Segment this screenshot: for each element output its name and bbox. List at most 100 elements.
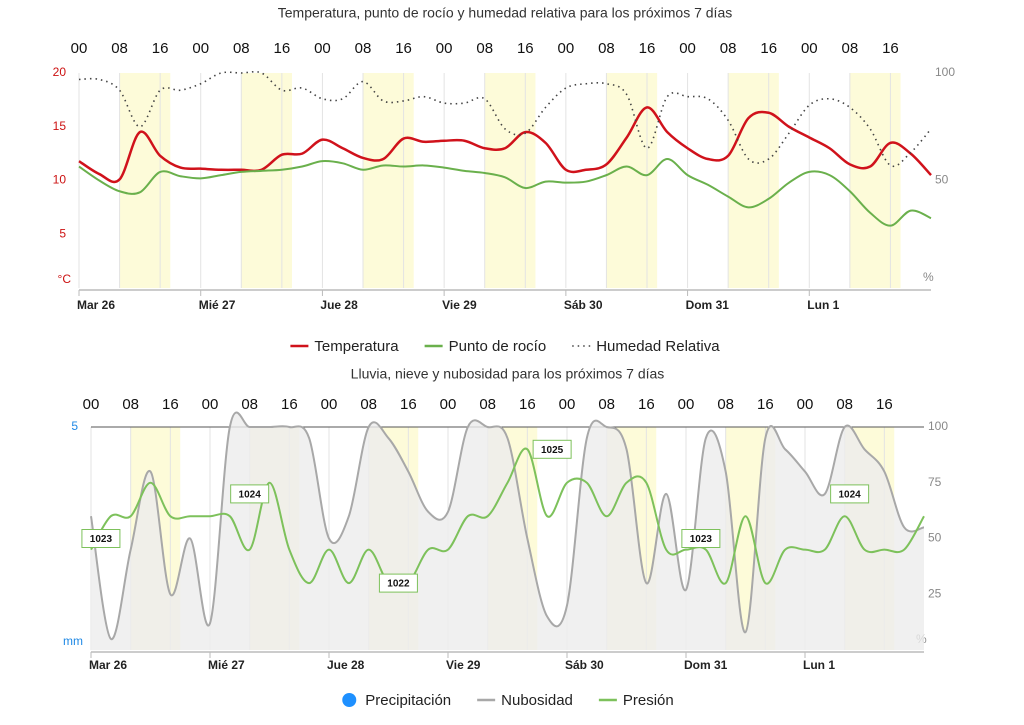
hour-tick-label: 08 <box>842 40 859 57</box>
chart-title: Lluvia, nieve y nubosidad para los próxi… <box>351 366 665 382</box>
chart: Temperatura, punto de rocío y humedad re… <box>53 5 956 355</box>
legend: Temperatura Punto de rocío Humedad Relativ… <box>290 338 720 355</box>
y-tick-label: 5 <box>59 226 66 240</box>
x-tick-label: Mié 27 <box>208 658 245 672</box>
hour-tick-label: 00 <box>436 40 453 57</box>
hour-tick-label: 08 <box>111 40 128 57</box>
series-group <box>90 411 925 650</box>
y-tick-label: 15 <box>53 119 67 133</box>
x-tick-label: Dom 31 <box>686 298 730 312</box>
daylight-band <box>241 73 292 288</box>
y2-tick-label: 75 <box>928 475 942 489</box>
hour-tick-label: 00 <box>314 40 331 57</box>
pressure-label-box <box>230 484 270 504</box>
series-line <box>78 70 932 168</box>
legend-label: Nubosidad <box>501 692 573 709</box>
hour-tick-label: 08 <box>360 396 377 413</box>
hour-tick-label: 08 <box>233 40 250 57</box>
hour-tick-label: 16 <box>274 40 291 57</box>
hour-tick-label: 16 <box>517 40 534 57</box>
y2-tick-label: 100 <box>928 419 948 433</box>
x-tick-label: Mar 26 <box>89 658 127 672</box>
series-line <box>78 106 932 184</box>
y2-unit: % <box>923 270 934 284</box>
hour-tick-label: 08 <box>355 40 372 57</box>
x-tick-label: Mié 27 <box>199 298 236 312</box>
pressure-label: 1023 <box>690 534 713 545</box>
hour-tick-label: 00 <box>202 396 219 413</box>
hour-tick-label: 00 <box>71 40 88 57</box>
y-tick-label: 5 <box>71 419 78 433</box>
pressure-label-box <box>681 529 721 548</box>
daylight-band <box>363 73 414 288</box>
x-tick-label: Dom 31 <box>684 658 728 672</box>
pressure-label-box <box>532 439 572 459</box>
hour-tick-label: 08 <box>598 396 615 413</box>
legend-label: Presión <box>623 692 674 709</box>
legend-label: Humedad Relativa <box>596 338 720 355</box>
y2-tick-label: 50 <box>935 173 949 187</box>
hour-tick-label: 00 <box>801 40 818 57</box>
hour-tick-label: 16 <box>395 40 412 57</box>
legend-item: Nubosidad <box>477 692 573 709</box>
hour-tick-label: 16 <box>400 396 417 413</box>
hour-tick-label: 00 <box>678 396 695 413</box>
hour-tick-label: 00 <box>679 40 696 57</box>
hour-tick-label: 00 <box>559 396 576 413</box>
legend-item: Punto de rocío <box>424 338 547 355</box>
x-tick-label: Sáb 30 <box>565 658 604 672</box>
pressure-label: 1022 <box>387 579 410 590</box>
hour-tick-label: 16 <box>638 396 655 413</box>
series-line <box>90 447 925 589</box>
legend-item: Presión <box>598 692 674 709</box>
hour-tick-label: 00 <box>192 40 209 57</box>
x-tick-label: Vie 29 <box>442 298 477 312</box>
hour-tick-label: 08 <box>717 396 734 413</box>
x-tick-label: Lun 1 <box>807 298 839 312</box>
hour-tick-label: 08 <box>122 396 139 413</box>
x-tick-label: Mar 26 <box>77 298 115 312</box>
hour-tick-label: 08 <box>720 40 737 57</box>
hour-tick-label: 16 <box>519 396 536 413</box>
hour-tick-label: 16 <box>882 40 899 57</box>
hour-tick-label: 08 <box>836 396 853 413</box>
hour-tick-label: 00 <box>440 396 457 413</box>
hour-tick-label: 00 <box>797 396 814 413</box>
series-area <box>91 412 924 650</box>
legend-label: Punto de rocío <box>449 338 547 355</box>
x-tick-label: Jue 28 <box>327 658 365 672</box>
y2-tick-label: 25 <box>928 586 942 600</box>
daylight-band <box>849 73 901 288</box>
hour-tick-label: 16 <box>876 396 893 413</box>
y-tick-label: 20 <box>53 65 67 79</box>
hour-tick-label: 08 <box>241 396 258 413</box>
x-tick-label: Vie 29 <box>446 658 481 672</box>
hour-tick-label: 16 <box>760 40 777 57</box>
daylight-band <box>728 73 779 288</box>
series-group <box>78 70 932 227</box>
hour-tick-label: 16 <box>281 396 298 413</box>
legend-symbol <box>342 693 357 707</box>
x-tick-label: Lun 1 <box>803 658 835 672</box>
pressure-label: 1025 <box>541 445 564 456</box>
pressure-label: 1024 <box>839 490 862 501</box>
series-line <box>90 411 925 640</box>
chart-title: Temperatura, punto de rocío y humedad re… <box>278 5 732 21</box>
y-unit: mm <box>63 634 83 648</box>
legend-label: Precipitación <box>365 692 451 709</box>
x-tick-label: Jue 28 <box>320 298 358 312</box>
pressure-label: 1023 <box>90 534 113 545</box>
y2-tick-label: 100 <box>935 65 955 79</box>
hour-tick-label: 08 <box>479 396 496 413</box>
pressure-label-box <box>81 529 121 548</box>
chart: Lluvia, nieve y nubosidad para los próxi… <box>63 366 948 709</box>
hour-tick-label: 00 <box>558 40 575 57</box>
hour-tick-label: 16 <box>639 40 656 57</box>
series-line <box>78 157 932 227</box>
y-unit: °C <box>58 272 72 286</box>
hour-tick-label: 00 <box>83 396 100 413</box>
hour-tick-label: 16 <box>152 40 169 57</box>
y-tick-label: 10 <box>53 173 67 187</box>
legend: Precipitación Nubosidad Presión <box>342 692 674 709</box>
